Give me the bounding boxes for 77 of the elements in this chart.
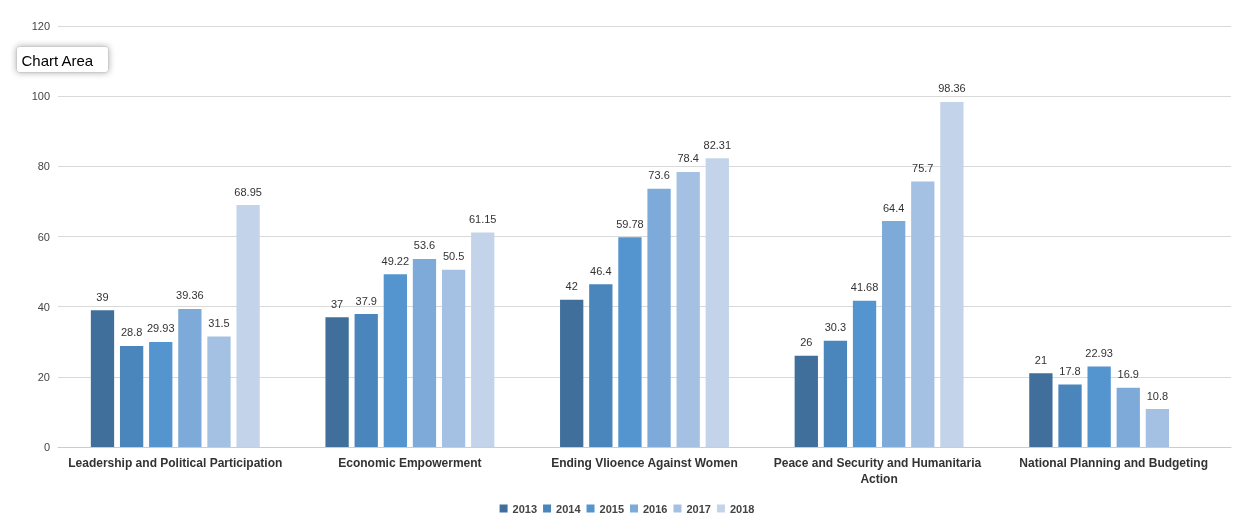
legend-label: 2018 xyxy=(729,502,755,515)
bar xyxy=(207,336,231,447)
data-label: 68.95 xyxy=(234,185,262,198)
data-label: 26 xyxy=(800,336,813,349)
bar xyxy=(882,221,906,447)
data-label: 53.6 xyxy=(413,239,436,252)
data-label: 78.4 xyxy=(677,152,699,165)
data-label: 22.93 xyxy=(1085,347,1113,360)
legend-label: 2014 xyxy=(556,502,582,515)
bar xyxy=(705,158,729,447)
bar xyxy=(1087,366,1111,447)
legend-label: 2015 xyxy=(599,502,625,515)
data-label: 73.6 xyxy=(648,169,670,182)
y-tick-label: 100 xyxy=(31,90,50,103)
legend-label: 2017 xyxy=(686,502,711,515)
data-label: 59.78 xyxy=(616,217,644,230)
data-label: 21 xyxy=(1034,353,1048,366)
x-tick-label: Ending Vlioence Against Women xyxy=(551,456,738,470)
bar xyxy=(852,300,877,447)
data-label: 46.4 xyxy=(590,264,612,277)
bar xyxy=(149,342,173,447)
bar xyxy=(794,355,818,447)
y-tick-label: 120 xyxy=(31,20,50,32)
bar xyxy=(823,340,848,447)
bar xyxy=(589,284,613,447)
bar xyxy=(1029,373,1053,447)
y-tick-label: 20 xyxy=(37,370,50,383)
bar xyxy=(911,181,935,447)
bar xyxy=(1116,387,1140,447)
x-tick-label: National Planning and Budgeting xyxy=(1019,456,1209,470)
y-tick-label: 0 xyxy=(43,441,50,453)
bar xyxy=(676,171,700,447)
bar xyxy=(354,314,378,447)
data-label: 39 xyxy=(96,290,109,303)
bar xyxy=(441,269,466,447)
bar xyxy=(383,274,407,447)
bar xyxy=(471,232,495,447)
bar xyxy=(560,299,584,447)
data-label: 39.36 xyxy=(176,289,204,302)
data-label: 42 xyxy=(565,280,578,293)
bar xyxy=(940,101,964,447)
data-label: 16.9 xyxy=(1117,368,1139,381)
data-label: 64.4 xyxy=(882,201,905,214)
legend-label: 2016 xyxy=(643,502,668,515)
data-label: 49.22 xyxy=(381,254,410,267)
bar xyxy=(412,258,437,447)
bar xyxy=(647,188,671,447)
data-label: 30.3 xyxy=(824,321,847,334)
data-label: 17.8 xyxy=(1059,365,1081,378)
x-tick-label: Economic Empowerment xyxy=(338,456,482,470)
data-label: 75.7 xyxy=(912,161,934,174)
bar xyxy=(1145,409,1170,447)
y-tick-label: 80 xyxy=(37,160,50,173)
bar xyxy=(236,205,260,447)
data-label: 82.31 xyxy=(703,138,732,151)
bar xyxy=(618,237,642,447)
data-label: 29.93 xyxy=(146,322,175,335)
data-label: 31.5 xyxy=(208,316,230,329)
data-label: 28.8 xyxy=(120,326,143,339)
y-tick-label: 40 xyxy=(37,300,50,313)
bar xyxy=(119,345,144,447)
bar xyxy=(1058,384,1082,447)
x-tick-label: Peace and Security and Humanitaria Action xyxy=(773,456,985,486)
x-tick-label: Leadership and Political Participation xyxy=(68,456,283,470)
annotation: Chart Area xyxy=(21,51,94,69)
bar xyxy=(178,308,202,447)
data-label: 41.68 xyxy=(850,281,879,294)
y-tick-label: 60 xyxy=(37,230,50,243)
data-label: 10.8 xyxy=(1146,389,1169,402)
data-label: 37.9 xyxy=(355,294,377,307)
data-label: 37 xyxy=(330,297,344,310)
bar xyxy=(325,317,349,447)
data-label: 98.36 xyxy=(938,82,966,95)
data-label: 61.15 xyxy=(468,212,497,225)
bar xyxy=(90,310,115,447)
data-label: 50.5 xyxy=(442,250,465,263)
legend-label: 2013 xyxy=(512,502,538,515)
